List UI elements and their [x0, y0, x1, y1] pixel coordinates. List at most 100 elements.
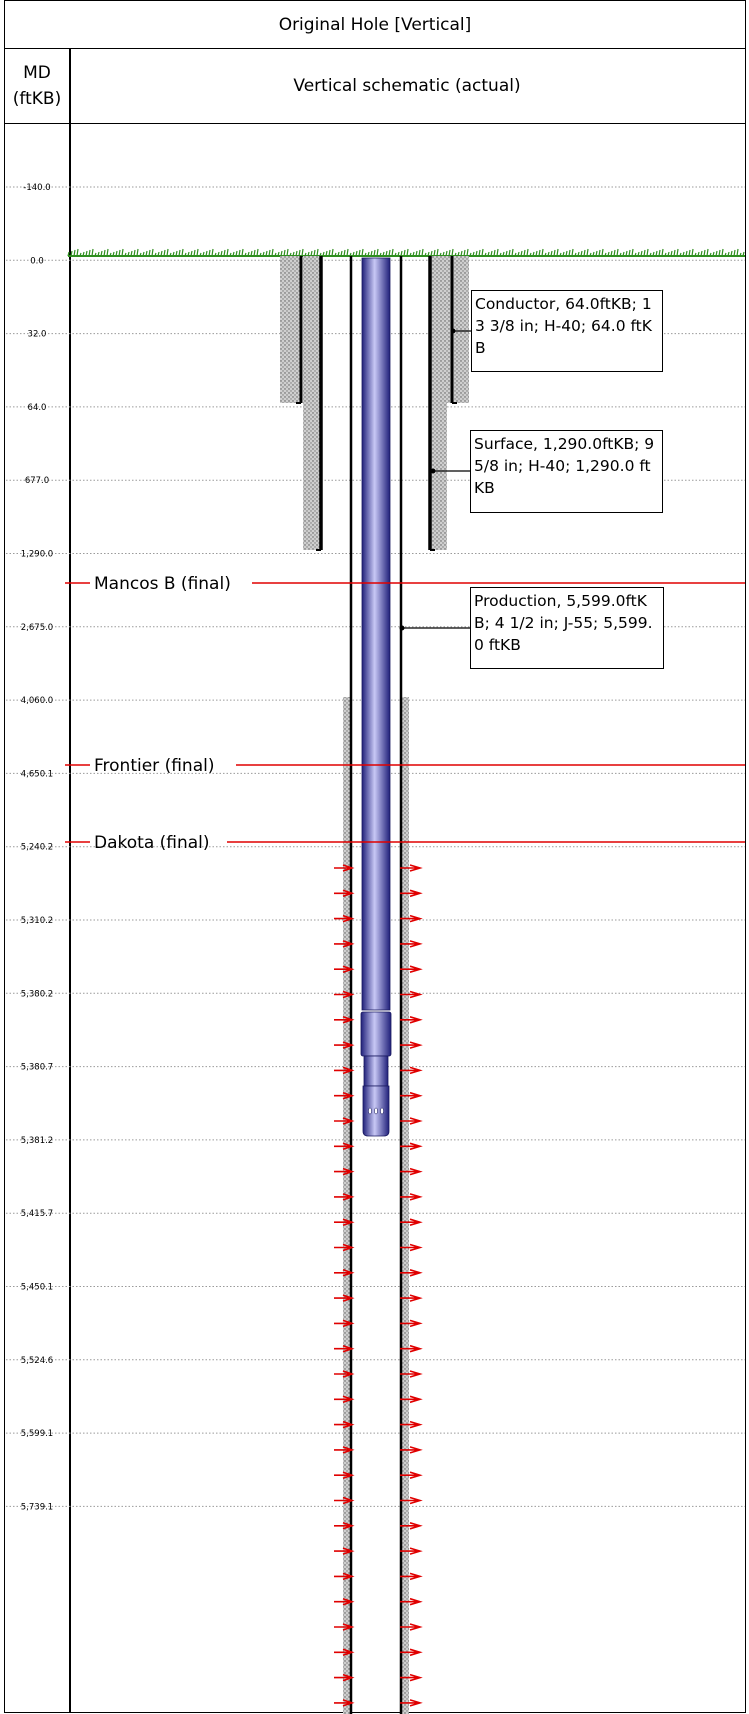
tubing-collar: [360, 1011, 392, 1057]
formation-tops: Mancos B (final) Frontier (final) Dakota (…: [65, 574, 745, 853]
formation-label: Frontier (final): [94, 756, 214, 776]
perforation-shot-left: [334, 990, 355, 999]
production-cement-left: [343, 697, 352, 1714]
callout-leaders: [399, 328, 471, 631]
perforation-shot-left: [334, 1016, 355, 1024]
depth-tick-label: 5,380.2: [21, 989, 53, 999]
perforation-shot-right: [400, 1522, 423, 1530]
depth-tick-label: 5,599.1: [21, 1429, 53, 1439]
depth-tick-label: 32.0: [28, 330, 47, 340]
perforation-shot-left: [334, 914, 355, 923]
tubing-string: [360, 257, 392, 1137]
perforation-shot-left: [334, 1091, 355, 1100]
depth-tick-label: 5,450.1: [21, 1283, 53, 1293]
perforation-shot-left: [334, 1243, 355, 1252]
formation-label: Mancos B (final): [94, 574, 231, 594]
perforation-shot-right: [400, 1117, 423, 1125]
production-leader-dot: [399, 625, 405, 631]
perforation-shot-right: [400, 864, 423, 872]
depth-tick-label: 5,380.7: [21, 1063, 53, 1073]
perforation-shot-left: [334, 1522, 355, 1530]
perforation-shot-right: [400, 1623, 423, 1631]
perforation-shot-right: [400, 1597, 423, 1606]
perforation-shot-right: [400, 1041, 423, 1049]
depth-tick-label: 2,675.0: [21, 623, 53, 633]
depth-grid: [6, 186, 745, 1507]
perforation-shot-left: [334, 965, 355, 973]
perforation-shot-left: [334, 889, 355, 898]
depth-tick-label: 5,415.7: [21, 1209, 53, 1219]
formation-label: Dakota (final): [94, 833, 210, 853]
perforation-shot-right: [400, 914, 423, 923]
perforation-shot-left: [334, 864, 355, 872]
perforation-shot-right: [400, 1091, 423, 1100]
casing-strings: [296, 256, 457, 1714]
tubing-nipple: [363, 1055, 389, 1087]
md-header-label: MD: [23, 62, 51, 83]
perforation-shot-left: [334, 1344, 355, 1353]
perforation-shot-left: [334, 1673, 355, 1682]
depth-tick-label: 5,524.6: [21, 1356, 53, 1366]
perforation-shot-right: [400, 889, 423, 898]
perforation-shot-right: [400, 1648, 423, 1657]
perforation-shot-left: [334, 1572, 355, 1581]
perforation-shot-right: [400, 1572, 423, 1581]
conductor-cement-left: [280, 256, 302, 403]
perforation-shot-right: [400, 1066, 423, 1075]
surface-callout: Surface, 1,290.0ftKB; 9 5/8 in; H-40; 1,…: [470, 430, 663, 513]
schematic-column-header: Vertical schematic (actual): [293, 75, 521, 96]
perforation-shot-right: [400, 1142, 423, 1151]
perforation-shot-left: [334, 1193, 355, 1201]
tubing-port-hole: [368, 1107, 372, 1115]
perforation-shot-right: [400, 1193, 423, 1201]
conductor-callout: Conductor, 64.0ftKB; 13 3/8 in; H-40; 64…: [471, 290, 663, 372]
depth-tick-label: 5,739.1: [21, 1502, 53, 1512]
perforation-shot-right: [400, 1699, 423, 1707]
md-column-header: MD (ftKB): [5, 48, 69, 123]
perforation-shot-left: [334, 1420, 355, 1429]
depth-tick-label: 0.0: [30, 256, 44, 266]
conductor-leader-dot: [450, 328, 456, 334]
tubing-port-hole: [380, 1107, 384, 1115]
perforation-shot-left: [334, 940, 355, 948]
perforation-shot-left: [334, 1699, 355, 1707]
md-header-unit: (ftKB): [12, 88, 62, 109]
perforation-shot-left: [334, 1370, 355, 1378]
ground-surface: [67, 248, 745, 257]
perforation-shot-left: [334, 1218, 355, 1226]
perforations: [334, 864, 423, 1707]
production-cement-right: [400, 697, 409, 1714]
perforation-shot-right: [400, 1547, 423, 1555]
cement-sheaths: [280, 256, 469, 1714]
perforation-shot-left: [334, 1547, 355, 1555]
depth-tick-label: 677.0: [25, 476, 49, 486]
perforation-shot-right: [400, 1673, 423, 1682]
depth-tick-label: 4,060.0: [21, 696, 53, 706]
depth-tick-label: -140.0: [23, 183, 50, 193]
depth-tick-label: 5,381.2: [21, 1136, 53, 1146]
surface-cement-left: [303, 256, 320, 550]
perforation-shot-right: [400, 1319, 423, 1328]
perforation-shot-left: [334, 1041, 355, 1049]
header-divider: [5, 123, 745, 124]
perforation-shot-left: [334, 1446, 355, 1454]
perforation-shot-left: [334, 1269, 355, 1277]
perforation-shot-left: [334, 1117, 355, 1125]
perforation-shot-right: [400, 1395, 423, 1404]
perforation-shot-left: [334, 1294, 355, 1302]
column-divider: [69, 48, 71, 1712]
perforation-shot-right: [400, 1016, 423, 1024]
tubing-body: [361, 257, 391, 1011]
perforation-shot-left: [334, 1496, 355, 1505]
perforation-shot-right: [400, 1496, 423, 1505]
conductor-cement-right: [447, 256, 469, 403]
perforation-shot-right: [400, 1243, 423, 1252]
depth-tick-label: 1,290.0: [21, 550, 53, 560]
perforation-shot-right: [400, 1446, 423, 1454]
perforation-shot-right: [400, 1167, 423, 1176]
perforation-shot-right: [400, 1294, 423, 1302]
depth-tick-labels: -140.0 0.0 32.0 64.0 677.0 1,290.0 2,675.0 4,06…: [21, 183, 53, 1512]
depth-tick-label: 64.0: [28, 403, 47, 413]
perforation-shot-right: [400, 965, 423, 973]
